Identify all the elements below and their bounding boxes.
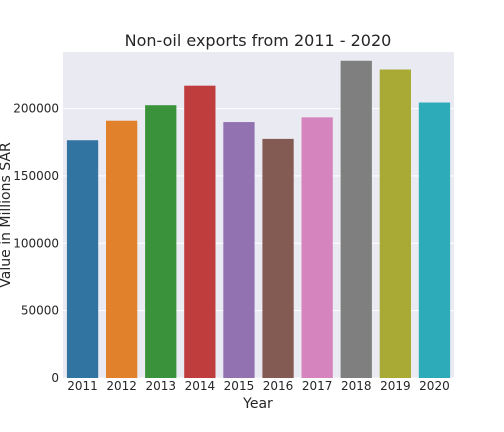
x-axis-label: Year bbox=[242, 396, 273, 412]
x-tick-label: 2011 bbox=[67, 379, 98, 393]
x-tick-label: 2013 bbox=[145, 379, 176, 393]
bars bbox=[66, 60, 451, 379]
bar-2016 bbox=[262, 138, 294, 378]
x-tick-label: 2020 bbox=[419, 379, 450, 393]
chart-title: Non-oil exports from 2011 - 2020 bbox=[125, 31, 392, 50]
y-axis-label: Value in Millions SAR bbox=[0, 142, 14, 288]
bar-2015 bbox=[223, 122, 255, 378]
bar-2013 bbox=[145, 105, 177, 378]
x-tick-label: 2016 bbox=[263, 379, 294, 393]
bar-2014 bbox=[184, 85, 216, 379]
x-tick-labels: 2011 2012 2013 2014 2015 2016 2017 2018 2019 2020 bbox=[67, 379, 449, 393]
x-tick-label: 2017 bbox=[302, 379, 333, 393]
bar-2020 bbox=[418, 102, 451, 378]
x-tick-label: 2019 bbox=[380, 379, 411, 393]
y-tick-labels: 0 50000 100000 150000 200000 bbox=[13, 102, 59, 385]
bar-2019 bbox=[379, 69, 411, 379]
y-tick-label: 50000 bbox=[21, 304, 59, 318]
bar-2017 bbox=[301, 117, 333, 378]
x-tick-label: 2018 bbox=[341, 379, 372, 393]
y-tick-label: 200000 bbox=[13, 102, 59, 116]
y-tick-label: 0 bbox=[51, 371, 59, 385]
x-tick-label: 2015 bbox=[224, 379, 255, 393]
x-tick-label: 2014 bbox=[185, 379, 216, 393]
bar-2011 bbox=[66, 140, 99, 378]
y-tick-label: 100000 bbox=[13, 236, 59, 250]
bar-2018 bbox=[340, 60, 372, 379]
y-tick-label: 150000 bbox=[13, 169, 59, 183]
x-tick-label: 2012 bbox=[106, 379, 137, 393]
bar-2012 bbox=[106, 120, 138, 378]
